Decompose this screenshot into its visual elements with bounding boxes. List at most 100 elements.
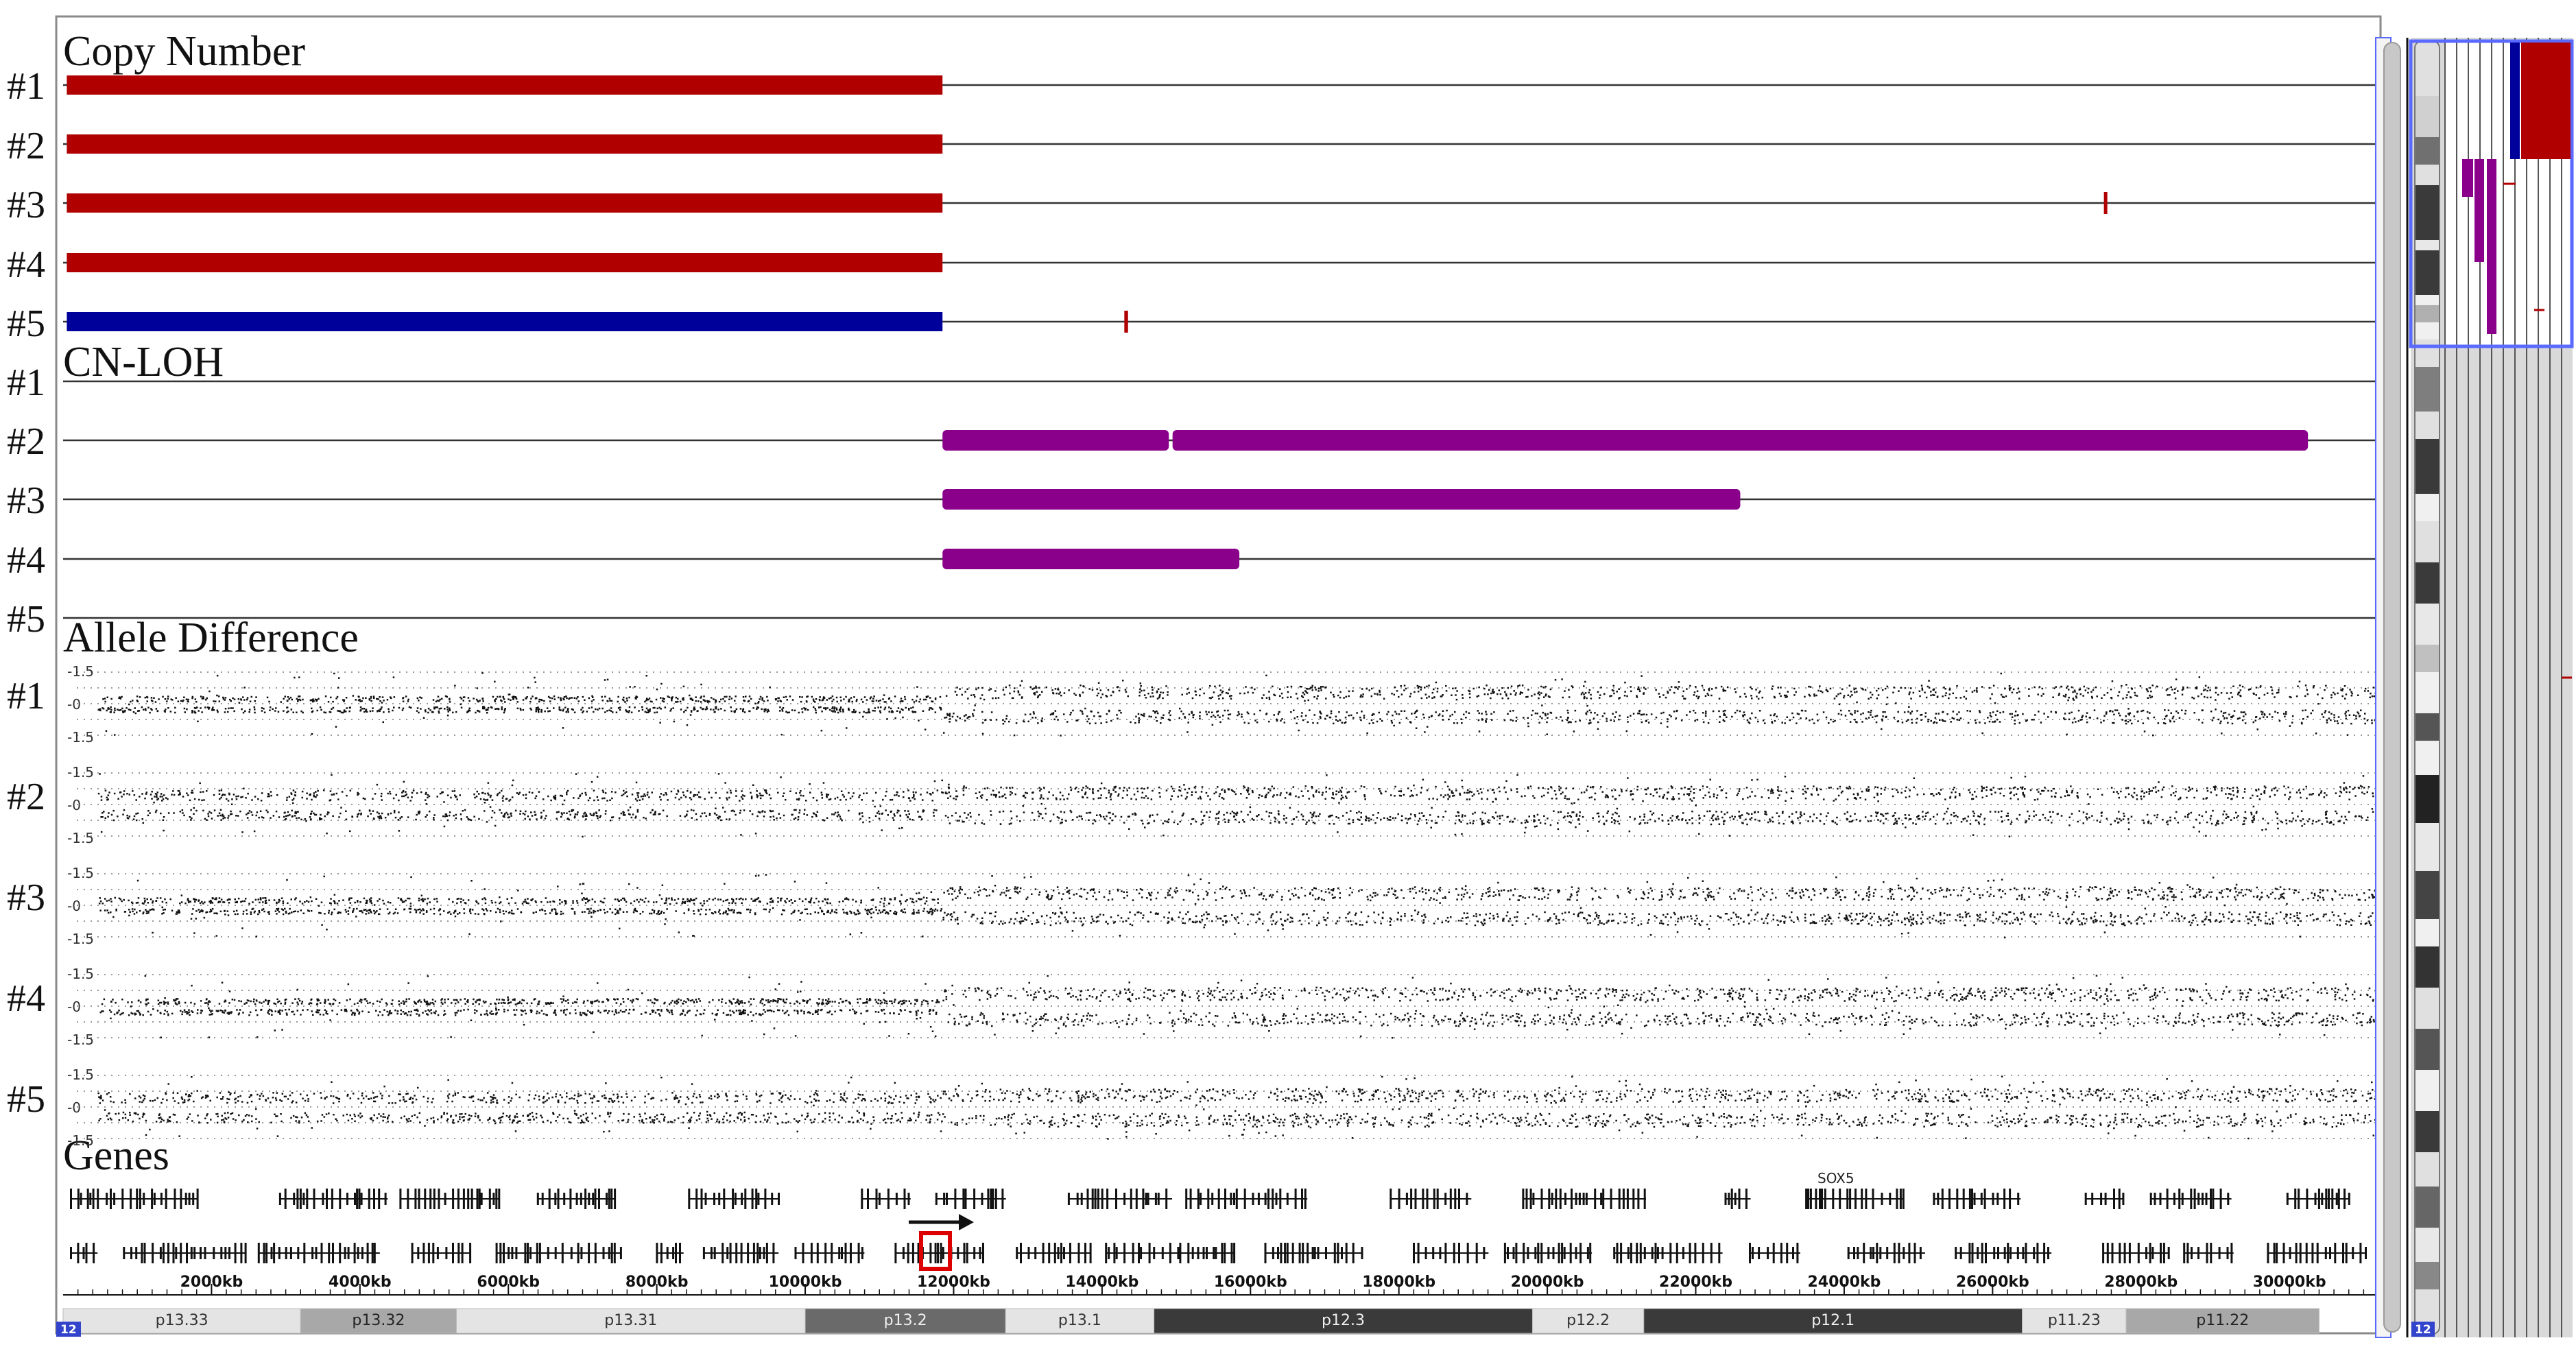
ideogram-band [2415, 439, 2440, 494]
cn-segment-gain[interactable] [67, 253, 943, 272]
allele-scale-mid: -0 [67, 999, 81, 1015]
axis-tick-label: 20000kb [1511, 1274, 1584, 1291]
overview-sample-columns [2444, 38, 2572, 1337]
overview-cnloh [2487, 159, 2496, 334]
cytoband-label: p12.1 [1811, 1312, 1855, 1329]
genome-axis: 2000kb 4000kb 6000kb 8000kb 10000kb 12000kb 14… [63, 1274, 2378, 1296]
overview-gain-block [2521, 43, 2571, 159]
axis-tick-label: 8000kb [625, 1274, 689, 1291]
cnloh-segment[interactable] [1172, 430, 2309, 451]
allele-difference-title: Allele Difference [63, 615, 359, 661]
ad-sample-label: #3 [7, 877, 45, 919]
ideogram-band [2415, 562, 2440, 604]
gene-row-upper [70, 1189, 2350, 1209]
cytoband-label: p11.22 [2196, 1312, 2249, 1329]
cnloh-segment[interactable] [942, 549, 1240, 569]
allele-scale-bottom: -1.5 [67, 830, 94, 846]
allele-panel: -1.5 -0 -1.5 [67, 663, 2381, 746]
ideogram-band [2415, 672, 2440, 713]
ideogram-band [2415, 871, 2440, 919]
ideogram-band [2415, 741, 2440, 775]
cytoband[interactable] [2125, 1308, 2319, 1334]
allele-scale-top: -1.5 [67, 663, 94, 680]
ideogram-band [2415, 1152, 2440, 1187]
ideogram-band [2415, 250, 2440, 295]
overview-loss-block [2510, 43, 2520, 159]
allele-scale-bottom: -1.5 [67, 931, 94, 947]
ideogram-band [2415, 339, 2440, 367]
allele-panel: -1.5 -0 -1.5 [67, 966, 2380, 1048]
cytoband-bar[interactable]: p13.33 p13.32 p13.31 p13.2 p13.1 p12.3 p12.2 p1… [62, 1308, 2319, 1334]
cytoband-label: p13.1 [1058, 1312, 1101, 1329]
ideogram-band [2415, 295, 2440, 305]
ideogram-band [2415, 41, 2440, 96]
cytoband[interactable] [1005, 1308, 1155, 1334]
copy-number-title: Copy Number [63, 28, 305, 75]
cytoband-label: p12.3 [1322, 1312, 1365, 1329]
scroll-thumb-icon[interactable] [2383, 42, 2401, 1333]
cytoband[interactable] [2022, 1308, 2127, 1334]
ideogram-band [2415, 240, 2440, 250]
overview-chrom-tag-label: 12 [2415, 1323, 2431, 1337]
axis-tick-label: 6000kb [477, 1274, 540, 1291]
vertical-scrollbar[interactable] [2375, 37, 2401, 1338]
overview-segments [2462, 43, 2572, 679]
genes-title: Genes [63, 1132, 169, 1179]
ideogram-band [2415, 645, 2440, 672]
cnloh-segment[interactable] [942, 489, 1741, 510]
gene-label-sox5: SOX5 [1817, 1170, 1855, 1187]
cn-segment-gain[interactable] [2103, 192, 2108, 214]
cytoband-label: p12.2 [1566, 1312, 1610, 1329]
allele-points [98, 874, 2381, 939]
chromosome-tag-label: 12 [60, 1323, 77, 1337]
chromosome-ideogram-icon [2414, 40, 2440, 1335]
cn-segment-gain[interactable] [67, 193, 943, 213]
axis-tick-label: 16000kb [1214, 1274, 1287, 1291]
ideogram-band [2415, 1029, 2440, 1070]
loh-sample-label: #2 [7, 420, 45, 463]
cytoband-label: p13.33 [156, 1312, 208, 1329]
cytoband-label: p13.31 [604, 1312, 657, 1329]
cytoband[interactable] [1154, 1308, 1533, 1334]
cytoband[interactable] [455, 1308, 806, 1334]
cn-loh-title: CN-LOH [63, 339, 224, 385]
allele-scale-mid: -0 [67, 797, 81, 813]
copy-number-track [67, 75, 2108, 333]
cytoband[interactable] [1643, 1308, 2023, 1334]
axis-tick-label: 2000kb [180, 1274, 243, 1291]
allele-scale-bottom: -1.5 [67, 1132, 94, 1149]
overview-viewport[interactable] [2409, 39, 2574, 348]
cytoband[interactable] [1531, 1308, 1645, 1334]
allele-points [97, 773, 2380, 838]
overview-cnloh [2462, 159, 2473, 197]
allele-scale-top: -1.5 [67, 865, 94, 881]
ideogram-band [2415, 1070, 2440, 1111]
chromosome-overview[interactable]: 12 [2409, 38, 2574, 1337]
allele-scale-mid: -0 [67, 1099, 81, 1116]
axis-tick-label: 30000kb [2253, 1274, 2326, 1291]
cnloh-segment[interactable] [942, 430, 1169, 451]
ad-sample-label: #1 [7, 675, 45, 717]
ideogram-band [2415, 305, 2440, 322]
ideogram-band [2415, 322, 2440, 339]
cytoband[interactable] [300, 1308, 457, 1334]
ideogram-band [2415, 96, 2440, 137]
ad-sample-label: #5 [7, 1078, 45, 1121]
cn-sample-label: #4 [7, 243, 45, 286]
ideogram-band [2415, 946, 2440, 988]
cn-segment-gain[interactable] [1124, 311, 1128, 333]
allele-difference-track: -1.5-0-1.5-1.5-0-1.5-1.5-0-1.5-1.5-0-1.5… [67, 663, 2381, 1149]
axis-tick-label: 26000kb [1956, 1274, 2029, 1291]
gene-row-lower [70, 1243, 2367, 1263]
main-panel-frame [55, 15, 2382, 1335]
cn-segment-gain[interactable] [67, 134, 943, 154]
cn-loh-track [942, 430, 2309, 569]
overview-chrom-tag [2411, 1322, 2435, 1337]
cytoband[interactable] [62, 1308, 301, 1334]
loh-sample-label: #1 [7, 361, 45, 404]
allele-scale-top: -1.5 [67, 966, 94, 982]
cn-segment-gain[interactable] [67, 75, 943, 95]
highlight-box[interactable] [919, 1231, 952, 1271]
cn-segment-loss[interactable] [67, 312, 943, 331]
ideogram-band [2415, 185, 2440, 240]
